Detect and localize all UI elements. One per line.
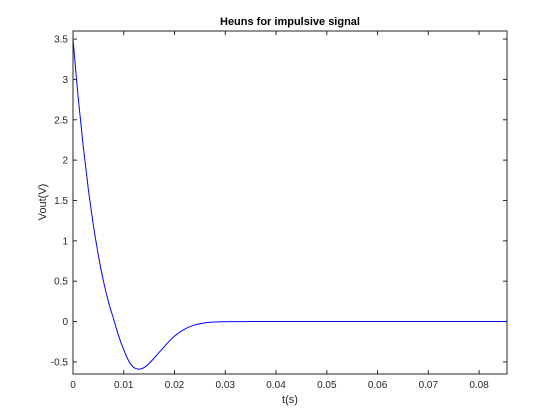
x-axis-label: t(s) bbox=[282, 394, 298, 406]
x-tick-label: 0.04 bbox=[266, 380, 286, 391]
series-line bbox=[72, 39, 507, 370]
x-tick-label: 0.01 bbox=[114, 380, 134, 391]
y-tick-label: -0.5 bbox=[51, 357, 69, 368]
y-tick-label: 3 bbox=[62, 75, 68, 86]
ticks bbox=[72, 31, 507, 374]
tick-labels: 0 0.01 0.02 0.03 0.04 0.05 0.06 0.07 0.08 -0.5 0 0.… bbox=[51, 35, 489, 391]
x-tick-label: 0.03 bbox=[216, 380, 236, 391]
chart-title: Heuns for impulsive signal bbox=[220, 16, 360, 28]
y-tick-label: 1.5 bbox=[54, 196, 68, 207]
x-tick-label: 0.08 bbox=[469, 380, 489, 391]
y-tick-label: 0.5 bbox=[54, 277, 68, 288]
x-tick-label: 0.05 bbox=[317, 380, 337, 391]
x-tick-label: 0.02 bbox=[165, 380, 185, 391]
plot-area bbox=[73, 31, 507, 374]
y-axis-label: Vout(V) bbox=[37, 184, 49, 221]
axes-box bbox=[72, 30, 508, 375]
y-tick-label: 0 bbox=[62, 317, 68, 328]
x-tick-label: 0 bbox=[70, 380, 76, 391]
x-tick-label: 0.07 bbox=[419, 380, 439, 391]
y-tick-label: 2 bbox=[62, 156, 68, 167]
y-tick-label: 3.5 bbox=[54, 35, 68, 46]
y-tick-label: 1 bbox=[62, 236, 68, 247]
x-tick-label: 0.06 bbox=[368, 380, 388, 391]
y-tick-label: 2.5 bbox=[54, 115, 68, 126]
